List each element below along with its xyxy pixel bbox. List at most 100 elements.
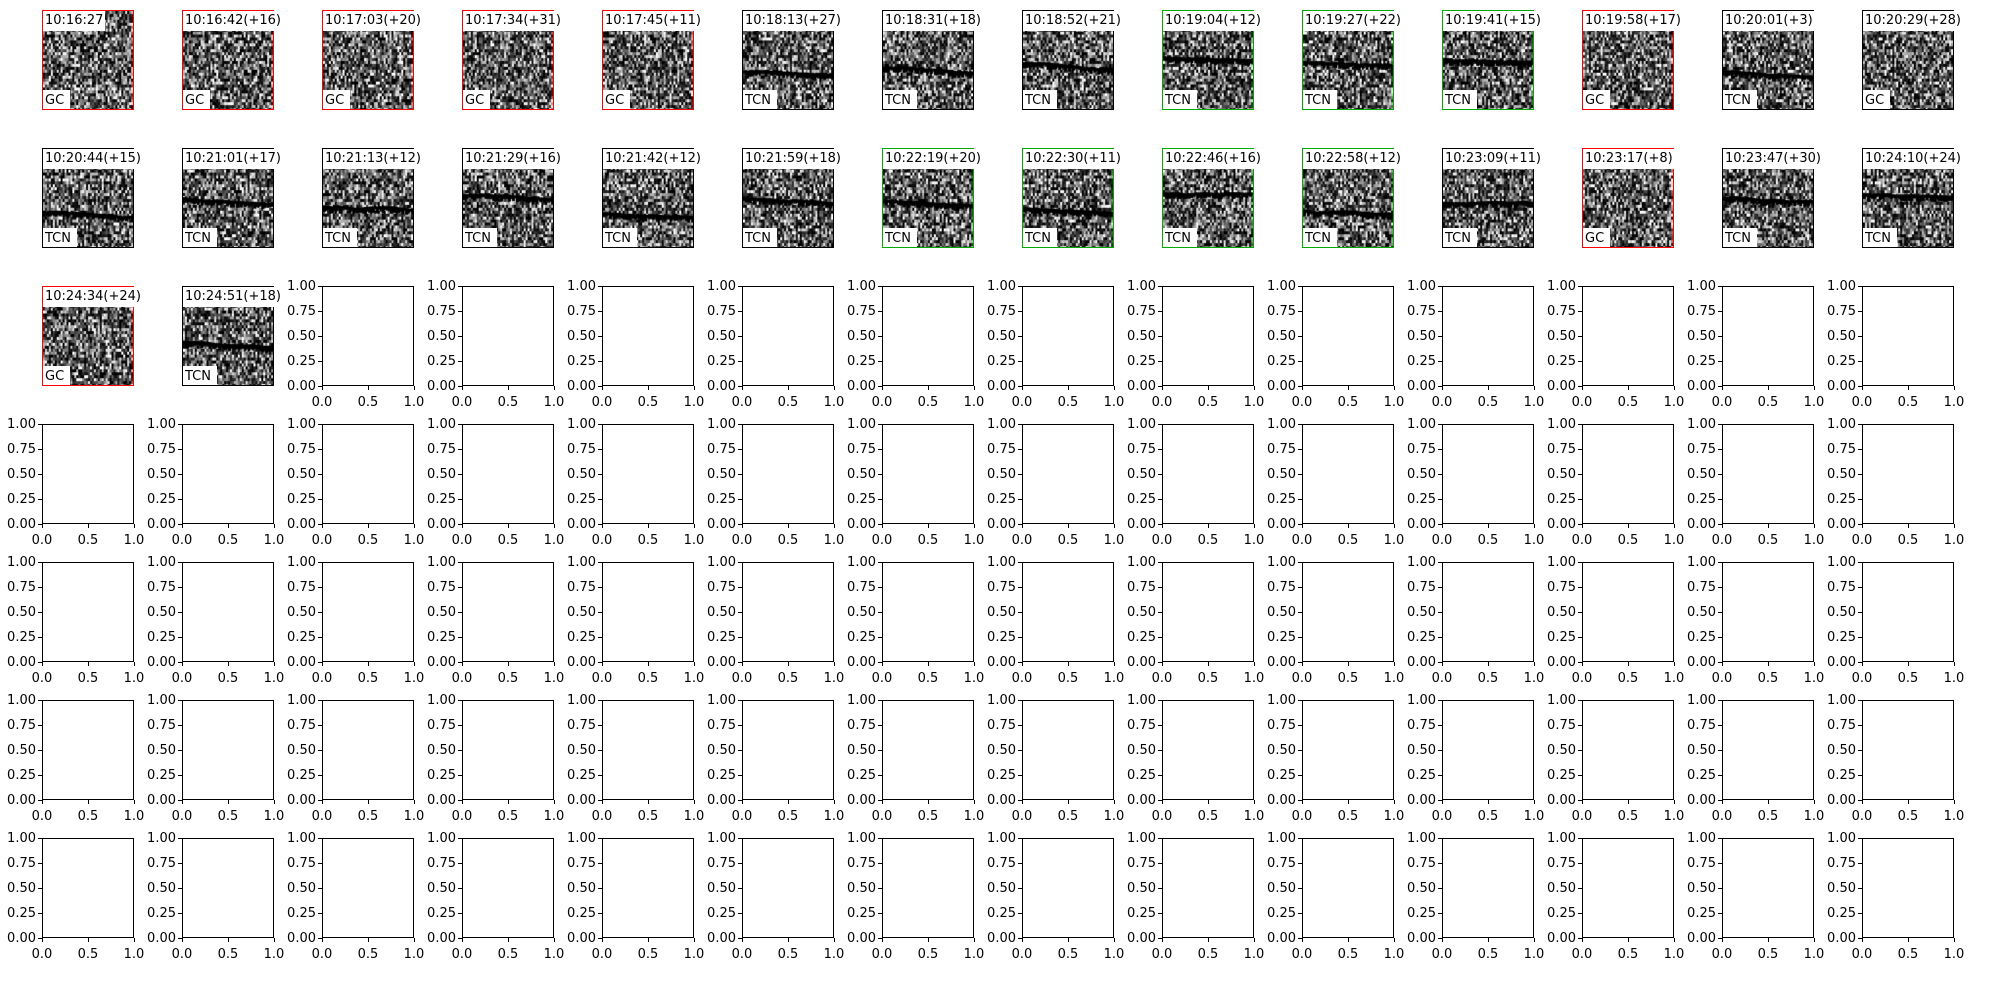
y-tick-mark	[178, 799, 182, 801]
y-tick-label: 0.00	[7, 516, 36, 532]
y-tick-label: 0.50	[707, 604, 736, 620]
y-tick-mark	[878, 523, 882, 525]
y-tick-label: 1.00	[1407, 554, 1436, 570]
x-tick-mark	[1767, 938, 1769, 942]
y-tick-mark	[1718, 887, 1722, 889]
x-tick-mark	[1301, 662, 1303, 666]
y-tick-label: 0.50	[287, 466, 316, 482]
y-tick-label: 0.75	[287, 303, 316, 319]
x-tick-mark	[1347, 938, 1349, 942]
empty-axes	[182, 700, 274, 800]
y-tick-label: 0.25	[707, 767, 736, 783]
y-tick-mark	[178, 661, 182, 663]
empty-axes	[462, 424, 554, 524]
x-tick-mark	[367, 662, 369, 666]
y-tick-label: 0.25	[847, 905, 876, 921]
x-tick-mark	[1161, 524, 1163, 528]
panel-class-label: TCN	[183, 366, 217, 385]
x-tick-mark	[413, 938, 415, 942]
y-tick-label: 0.75	[1827, 303, 1856, 319]
y-tick-label: 1.00	[147, 554, 176, 570]
y-tick-mark	[318, 937, 322, 939]
y-tick-mark	[878, 385, 882, 387]
x-tick-label: 1.0	[263, 671, 285, 686]
y-tick-label: 0.00	[7, 792, 36, 808]
x-tick-mark	[181, 938, 183, 942]
y-tick-label: 1.00	[287, 692, 316, 708]
y-tick-mark	[1298, 799, 1302, 801]
x-tick-mark	[553, 386, 555, 390]
y-tick-mark	[1578, 937, 1582, 939]
x-tick-label: 0.5	[1757, 947, 1779, 962]
y-tick-label: 0.25	[147, 905, 176, 921]
x-tick-label: 0.0	[1711, 395, 1733, 410]
x-tick-label: 0.5	[1337, 947, 1359, 962]
y-tick-label: 1.00	[1547, 554, 1576, 570]
x-tick-label: 1.0	[1943, 671, 1965, 686]
y-tick-label: 0.50	[1267, 328, 1296, 344]
y-tick-mark	[1858, 862, 1862, 864]
x-tick-mark	[927, 800, 929, 804]
x-tick-label: 0.0	[1431, 947, 1453, 962]
x-tick-mark	[1533, 386, 1535, 390]
x-tick-mark	[273, 524, 275, 528]
y-tick-label: 0.50	[287, 880, 316, 896]
empty-axes	[602, 562, 694, 662]
x-tick-mark	[973, 662, 975, 666]
empty-axes	[1022, 838, 1114, 938]
x-tick-mark	[1347, 662, 1349, 666]
y-tick-mark	[1298, 285, 1302, 287]
x-tick-label: 1.0	[1803, 809, 1825, 824]
y-tick-mark	[598, 310, 602, 312]
y-tick-mark	[1018, 724, 1022, 726]
x-tick-mark	[1627, 662, 1629, 666]
y-tick-label: 0.00	[1407, 930, 1436, 946]
x-tick-label: 0.0	[1571, 671, 1593, 686]
y-tick-label: 0.75	[7, 855, 36, 871]
y-tick-label: 0.75	[707, 303, 736, 319]
empty-axes	[1862, 286, 1954, 386]
x-tick-mark	[461, 524, 463, 528]
y-tick-mark	[878, 335, 882, 337]
empty-axes	[322, 286, 414, 386]
y-tick-mark	[1858, 310, 1862, 312]
x-tick-label: 0.0	[311, 809, 333, 824]
x-tick-mark	[553, 662, 555, 666]
y-tick-label: 1.00	[1267, 830, 1296, 846]
x-tick-mark	[1301, 938, 1303, 942]
y-tick-label: 0.50	[1827, 604, 1856, 620]
x-tick-label: 1.0	[543, 533, 565, 548]
empty-axes	[462, 562, 554, 662]
y-tick-mark	[1578, 774, 1582, 776]
x-tick-mark	[273, 800, 275, 804]
x-tick-mark	[41, 662, 43, 666]
image-panel: 10:22:46(+16) TCN	[1162, 148, 1263, 248]
x-tick-label: 1.0	[1803, 947, 1825, 962]
x-tick-label: 1.0	[1523, 809, 1545, 824]
y-tick-label: 0.50	[7, 466, 36, 482]
y-tick-mark	[318, 523, 322, 525]
y-tick-label: 0.50	[847, 604, 876, 620]
y-tick-mark	[178, 774, 182, 776]
y-tick-mark	[1578, 862, 1582, 864]
empty-axes	[1862, 838, 1954, 938]
y-tick-mark	[738, 360, 742, 362]
empty-axes	[742, 700, 834, 800]
y-tick-label: 0.00	[287, 516, 316, 532]
y-tick-label: 0.00	[147, 930, 176, 946]
y-tick-mark	[1858, 837, 1862, 839]
empty-axes	[462, 700, 554, 800]
y-tick-label: 0.00	[1407, 792, 1436, 808]
y-tick-label: 0.50	[567, 328, 596, 344]
y-tick-mark	[318, 473, 322, 475]
y-tick-mark	[738, 749, 742, 751]
y-tick-label: 0.50	[7, 604, 36, 620]
x-tick-label: 0.5	[1057, 671, 1079, 686]
y-tick-mark	[38, 523, 42, 525]
x-tick-label: 0.0	[1851, 809, 1873, 824]
x-tick-mark	[787, 386, 789, 390]
y-tick-label: 0.00	[1687, 792, 1716, 808]
y-tick-label: 0.00	[707, 516, 736, 532]
y-tick-mark	[738, 473, 742, 475]
y-tick-mark	[1158, 862, 1162, 864]
